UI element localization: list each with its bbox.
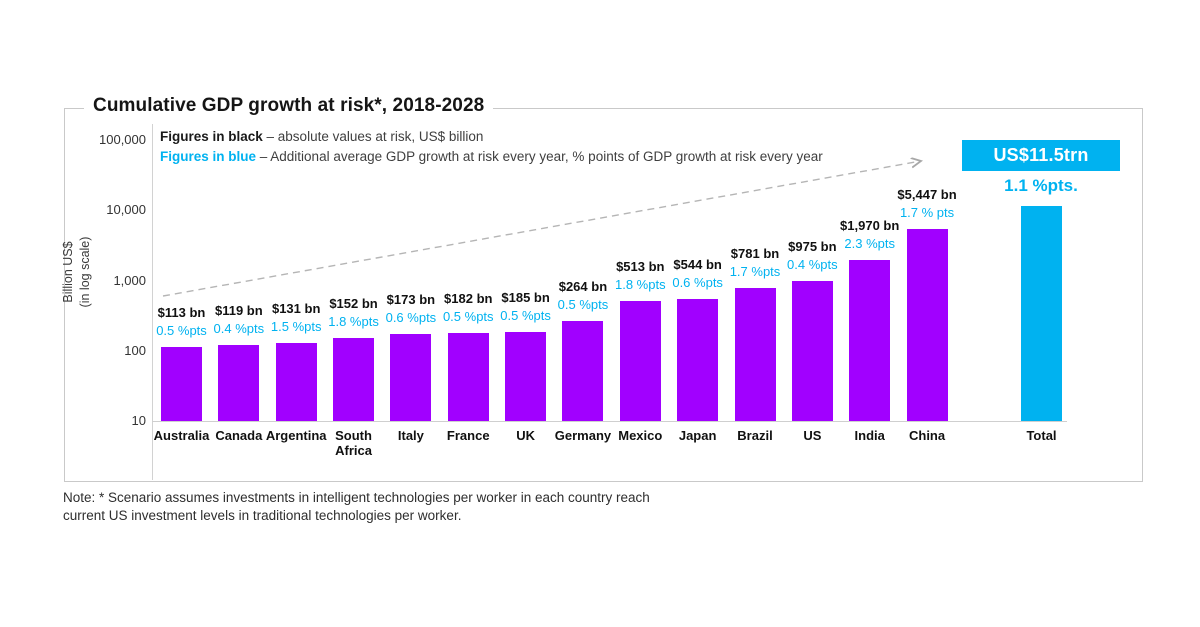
bar-france bbox=[447, 332, 489, 421]
legend-line-blue: Figures in blue – Additional average GDP… bbox=[160, 147, 823, 167]
pts-label-us: 0.4 %pts bbox=[787, 257, 838, 273]
bar-canada bbox=[218, 345, 260, 421]
chart-frame bbox=[64, 108, 1143, 482]
category-label-france: France bbox=[446, 428, 490, 443]
value-label-canada: $119 bn bbox=[214, 303, 263, 319]
bar-us bbox=[791, 281, 833, 421]
total-pts-label: 1.1 %pts. bbox=[1004, 176, 1078, 195]
bar-labels-mexico: $513 bn 1.8 %pts bbox=[580, 258, 700, 294]
bar-labels-brazil: $781 bn 1.7 %pts bbox=[695, 245, 815, 281]
bar-mexico bbox=[619, 300, 661, 421]
pts-label-india: 2.3 %pts bbox=[844, 235, 895, 251]
category-label-argentina: Argentina bbox=[265, 428, 327, 443]
y-tick-1000: 1,000 bbox=[113, 272, 146, 288]
value-label-japan: $544 bn bbox=[673, 257, 722, 273]
footnote-line2: current US investment levels in traditio… bbox=[63, 507, 462, 523]
category-label-south-africa: South Africa bbox=[335, 428, 372, 458]
bar-china bbox=[906, 228, 948, 421]
y-tick-10: 10 bbox=[131, 413, 146, 428]
pts-label-uk: 0.5 %pts bbox=[500, 308, 551, 324]
y-tick-10000: 10,000 bbox=[106, 202, 146, 218]
category-label-germany: Germany bbox=[554, 428, 612, 443]
bar-labels-argentina: $131 bn 1.5 %pts bbox=[236, 300, 356, 336]
chart-legend: Figures in black – absolute values at ri… bbox=[160, 127, 823, 167]
value-label-india: $1,970 bn bbox=[840, 217, 900, 233]
value-label-australia: $113 bn bbox=[157, 305, 206, 321]
legend-line-black: Figures in black – absolute values at ri… bbox=[160, 127, 823, 147]
bar-labels-china: $5,447 bn 1.7 % pts bbox=[867, 186, 987, 222]
value-label-south-africa: $152 bn bbox=[329, 296, 378, 312]
category-label-italy: Italy bbox=[397, 428, 424, 443]
bar-south-africa bbox=[333, 338, 375, 421]
bar-labels-india: $1,970 bn 2.3 %pts bbox=[810, 217, 930, 253]
y-axis-line bbox=[152, 124, 153, 480]
pts-label-germany: 0.5 %pts bbox=[557, 297, 609, 313]
legend-black-key: Figures in black bbox=[160, 129, 263, 144]
pts-label-france: 0.5 %pts bbox=[442, 308, 494, 324]
pts-label-argentina: 1.5 %pts bbox=[270, 318, 322, 334]
value-label-brazil: $781 bn bbox=[730, 246, 780, 262]
bar-germany bbox=[562, 321, 604, 421]
legend-black-desc: – absolute values at risk, US$ billion bbox=[262, 129, 484, 144]
category-label-india: India bbox=[854, 428, 885, 443]
category-label-japan: Japan bbox=[678, 428, 717, 443]
bar-uk bbox=[505, 332, 547, 421]
value-label-argentina: $131 bn bbox=[271, 300, 321, 316]
bar-italy bbox=[390, 334, 432, 421]
pts-label-brazil: 1.7 %pts bbox=[729, 264, 781, 280]
category-label-brazil: Brazil bbox=[737, 428, 773, 443]
y-tick-100: 100 bbox=[124, 342, 146, 358]
bar-labels-italy: $173 bn 0.6 %pts bbox=[351, 291, 471, 327]
bar-japan bbox=[677, 299, 719, 421]
category-label-us: US bbox=[803, 428, 822, 443]
pts-label-australia: 0.5 %pts bbox=[156, 323, 207, 339]
bar-labels-germany: $264 bn 0.5 %pts bbox=[523, 278, 643, 314]
pts-label-italy: 0.6 %pts bbox=[385, 310, 437, 326]
footnote: Note: * Scenario assumes investments in … bbox=[63, 489, 650, 524]
category-label-uk: UK bbox=[516, 428, 535, 443]
bar-argentina bbox=[275, 342, 317, 421]
bar-australia bbox=[161, 347, 202, 421]
category-label-china: China bbox=[908, 428, 946, 443]
value-label-italy: $173 bn bbox=[386, 292, 436, 308]
bar-brazil bbox=[734, 288, 776, 421]
pts-label-japan: 0.6 %pts bbox=[672, 275, 723, 291]
value-label-france: $182 bn bbox=[444, 290, 493, 306]
x-axis-line bbox=[152, 421, 1067, 422]
legend-blue-key: Figures in blue bbox=[160, 149, 257, 164]
bar-total bbox=[1021, 206, 1062, 421]
footnote-line1: Note: * Scenario assumes investments in … bbox=[63, 490, 650, 505]
value-label-uk: $185 bn bbox=[501, 290, 550, 306]
category-label-total: Total bbox=[1026, 428, 1057, 443]
bar-labels-australia: $113 bn 0.5 %pts bbox=[122, 304, 242, 340]
value-label-mexico: $513 bn bbox=[616, 258, 665, 274]
pts-label-mexico: 1.8 %pts bbox=[615, 276, 666, 292]
category-label-mexico: Mexico bbox=[618, 428, 663, 443]
bar-labels-us: $975 bn 0.4 %pts bbox=[752, 238, 872, 274]
value-label-us: $975 bn bbox=[788, 239, 837, 255]
y-tick-100000: 100,000 bbox=[99, 132, 146, 148]
pts-label-china: 1.7 % pts bbox=[899, 204, 955, 220]
pts-label-south-africa: 1.8 %pts bbox=[328, 314, 379, 330]
bar-labels-uk: $185 bn 0.5 %pts bbox=[466, 289, 586, 325]
category-label-australia: Australia bbox=[153, 428, 210, 443]
chart-title: Cumulative GDP growth at risk*, 2018-202… bbox=[84, 95, 494, 117]
bar-labels-france: $182 bn 0.5 %pts bbox=[408, 290, 528, 326]
value-label-china: $5,447 bn bbox=[897, 186, 957, 202]
bar-labels-canada: $119 bn 0.4 %pts bbox=[179, 302, 299, 338]
pts-label-canada: 0.4 %pts bbox=[213, 321, 265, 337]
category-label-canada: Canada bbox=[215, 428, 263, 443]
legend-blue-desc: – Additional average GDP growth at risk … bbox=[256, 149, 823, 164]
bar-india bbox=[849, 259, 891, 421]
bar-labels-south-africa: $152 bn 1.8 %pts bbox=[294, 295, 414, 331]
total-value-box: US$11.5trn bbox=[962, 140, 1120, 171]
bar-labels-japan: $544 bn 0.6 %pts bbox=[638, 256, 758, 292]
value-label-germany: $264 bn bbox=[558, 279, 608, 295]
